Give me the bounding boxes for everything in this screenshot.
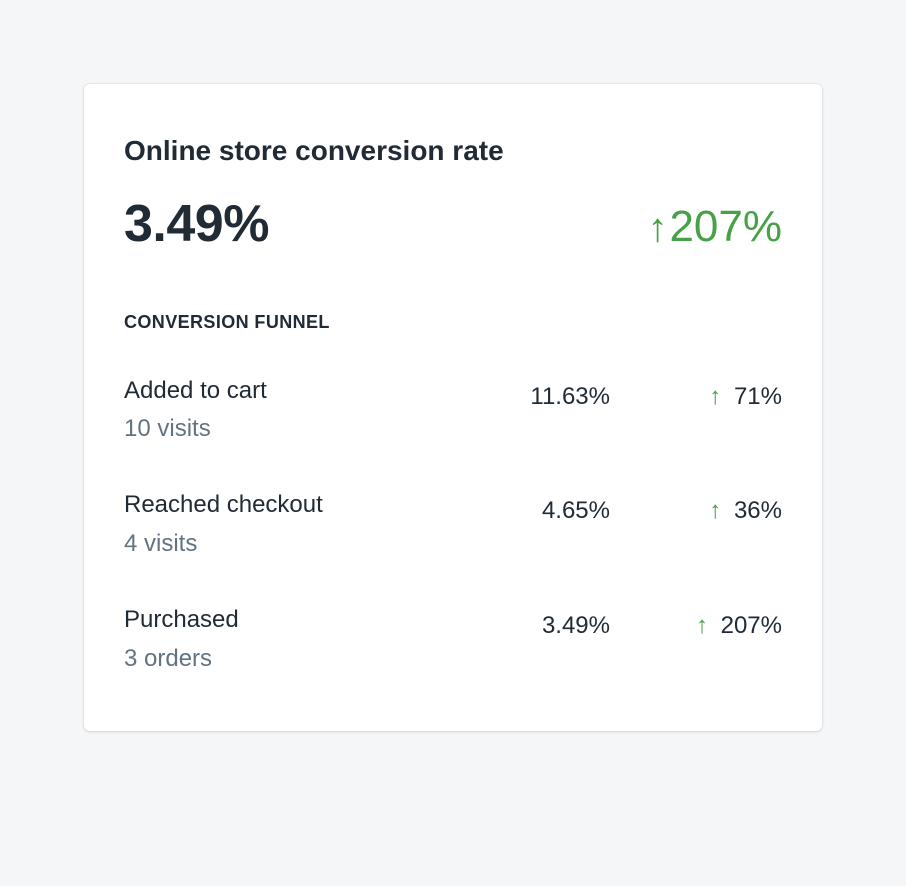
funnel-step-label: Reached checkout — [124, 491, 323, 519]
funnel-step-subtext: 3 orders — [124, 644, 213, 672]
funnel-step-value: 11.63% — [530, 382, 610, 410]
funnel-step-label: Added to cart — [124, 376, 267, 404]
funnel-step-subtext: 4 visits — [124, 529, 198, 557]
funnel-row-reached-checkout: Reached checkout 4 visits 4.65% ↑ 36% — [124, 489, 782, 560]
up-arrow-icon: ↑ — [695, 612, 708, 640]
funnel-step-change: ↑ 71% — [610, 375, 782, 411]
funnel-row-added-to-cart: Added to cart 10 visits 11.63% ↑ 71% — [124, 375, 782, 446]
funnel-step-labels: Reached checkout 4 visits — [124, 489, 450, 560]
funnel-step-value: 4.65% — [541, 497, 610, 525]
conversion-rate-card: Online store conversion rate 3.49% ↑ 207… — [84, 84, 822, 731]
funnel-row-purchased: Purchased 3 orders 3.49% ↑ 207% — [124, 604, 782, 675]
up-arrow-icon: ↑ — [709, 497, 722, 525]
funnel-step-label: Purchased — [124, 606, 239, 634]
conversion-rate-delta-value: 207% — [669, 201, 782, 251]
conversion-rate-delta: ↑ 207% — [647, 202, 782, 252]
funnel-step-change-value: 71% — [733, 382, 782, 410]
up-arrow-icon: ↑ — [709, 382, 722, 410]
funnel-rows: Added to cart 10 visits 11.63% ↑ 71% Rea… — [124, 375, 782, 675]
funnel-step-change-value: 36% — [733, 497, 782, 525]
funnel-step-labels: Added to cart 10 visits — [124, 375, 450, 446]
funnel-section-heading: CONVERSION FUNNEL — [124, 311, 330, 332]
funnel-step-subtext: 10 visits — [124, 414, 211, 442]
funnel-step-labels: Purchased 3 orders — [124, 604, 450, 675]
up-arrow-icon: ↑ — [647, 205, 668, 250]
funnel-step-change: ↑ 36% — [610, 489, 782, 525]
card-title: Online store conversion rate — [124, 135, 504, 166]
funnel-step-change: ↑ 207% — [610, 604, 782, 640]
conversion-rate-value: 3.49% — [124, 194, 269, 253]
funnel-step-value: 3.49% — [541, 612, 610, 640]
rate-summary-row: 3.49% ↑ 207% — [124, 194, 782, 254]
funnel-step-change-value: 207% — [720, 612, 782, 640]
